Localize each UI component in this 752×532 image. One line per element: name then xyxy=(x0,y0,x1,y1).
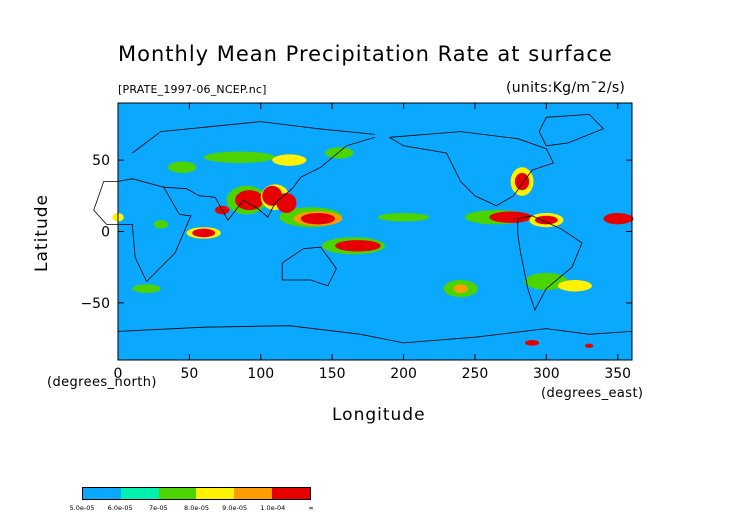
colorbar-label-3: 8.0e-05 xyxy=(184,504,209,512)
x-axis-label: Longitude xyxy=(332,405,426,425)
colorbar-segment-1 xyxy=(120,488,159,499)
x-tick-label-1: 50 xyxy=(180,366,198,382)
coastline-4 xyxy=(389,131,555,207)
y-tick-label-1: 0 xyxy=(101,225,110,241)
x-tick-label-6: 300 xyxy=(533,366,560,382)
x-tick-label-3: 150 xyxy=(319,366,346,382)
precip-region-34 xyxy=(377,212,430,222)
precip-region-20 xyxy=(616,214,634,223)
units-label: (units:Kg/m¯2/s) xyxy=(506,80,626,96)
precip-region-29 xyxy=(524,340,540,346)
colorbar-label-5: 1.0e-04 xyxy=(260,504,286,512)
colorbar-label-0: 5.0e-05 xyxy=(69,504,95,512)
colorbar-label-6: ∞ xyxy=(308,504,314,512)
precip-region-31 xyxy=(325,147,354,159)
precip-region-4 xyxy=(335,240,381,252)
x-axis-units: (degrees_east) xyxy=(541,386,644,401)
colorbar-label-1: 6.0e-05 xyxy=(107,504,133,512)
colorbar-segment-2 xyxy=(158,488,197,499)
precip-region-11 xyxy=(192,228,216,238)
colorbar-label-2: 7e-05 xyxy=(148,504,168,512)
x-tick-label-4: 200 xyxy=(390,366,417,382)
precip-region-28 xyxy=(557,280,593,292)
y-axis-label: Latitude xyxy=(32,194,52,272)
coastline-2 xyxy=(132,121,376,154)
x-tick-label-7: 350 xyxy=(604,366,631,382)
precip-region-2 xyxy=(300,212,336,225)
coastline-7 xyxy=(538,113,605,147)
precip-region-27 xyxy=(524,272,568,291)
precip-region-26 xyxy=(167,161,197,173)
dataset-filename: [PRATE_1997-06_NCEP.nc] xyxy=(118,83,267,96)
precip-region-24 xyxy=(203,151,276,163)
precip-region-6 xyxy=(235,190,264,211)
coastline-3 xyxy=(281,246,337,287)
colorbar xyxy=(82,487,311,500)
chart-title: Monthly Mean Precipitation Rate at surfa… xyxy=(118,42,613,66)
colorbar-segment-0 xyxy=(83,488,121,499)
coastline-5 xyxy=(517,215,583,312)
x-tick-label-0: 0 xyxy=(114,366,123,382)
y-axis-units: (degrees_north) xyxy=(47,375,157,390)
precip-region-9 xyxy=(276,192,297,213)
precip-region-18 xyxy=(534,215,558,225)
coastline-6 xyxy=(117,325,633,344)
precip-region-14 xyxy=(489,211,533,223)
colorbar-segment-3 xyxy=(196,488,235,499)
y-tick-label-2: 50 xyxy=(92,153,110,169)
x-tick-label-2: 100 xyxy=(247,366,274,382)
precip-region-33 xyxy=(153,220,168,229)
precip-region-30 xyxy=(584,343,594,348)
y-tick-label-0: −50 xyxy=(80,296,110,312)
precip-region-22 xyxy=(453,284,468,293)
colorbar-label-4: 9.0e-05 xyxy=(222,504,248,512)
precip-region-25 xyxy=(272,154,307,166)
colorbar-segment-4 xyxy=(234,488,273,499)
coastline-1 xyxy=(163,136,376,221)
precip-region-23 xyxy=(132,284,161,293)
precip-region-16 xyxy=(514,172,530,191)
colorbar-segment-5 xyxy=(272,488,310,499)
x-tick-label-5: 250 xyxy=(462,366,489,382)
